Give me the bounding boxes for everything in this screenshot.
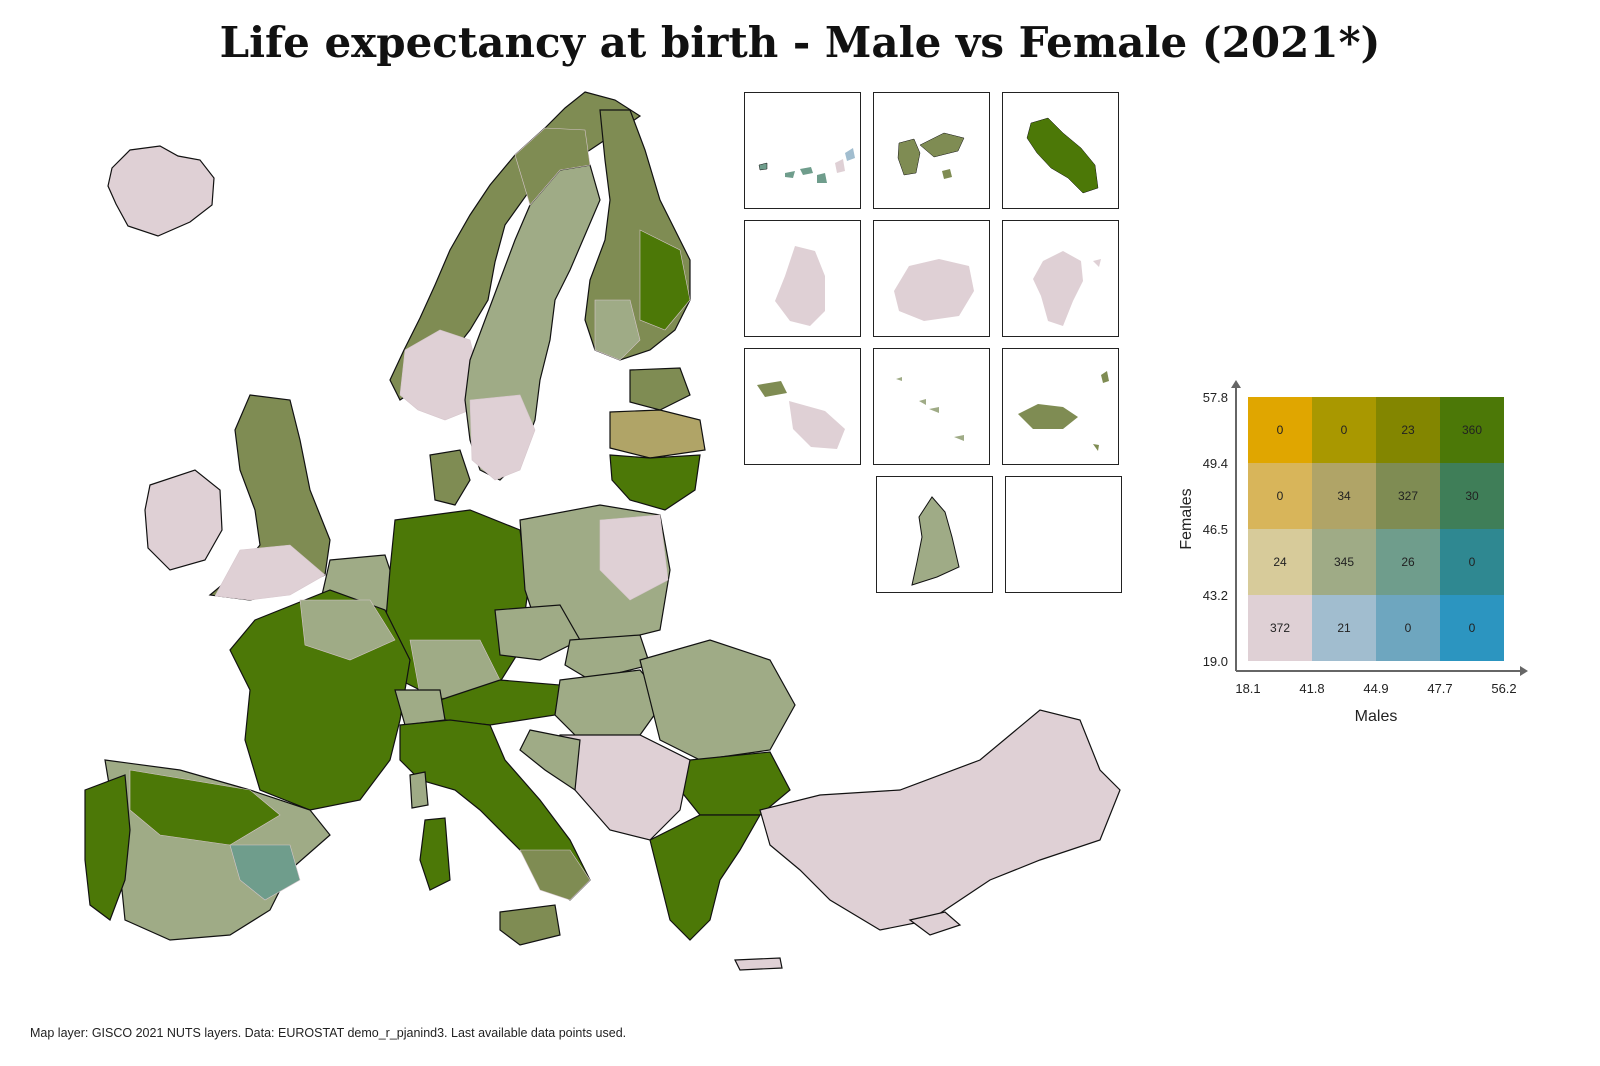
legend-y-title: Females bbox=[1180, 488, 1195, 549]
legend-cell bbox=[1312, 397, 1376, 463]
inset-madeira bbox=[1002, 348, 1119, 465]
legend-cell-count: 24 bbox=[1273, 555, 1287, 569]
legend-cell-count: 0 bbox=[1341, 423, 1348, 437]
legend-x-arrow bbox=[1520, 666, 1528, 676]
legend-cell-count: 26 bbox=[1401, 555, 1415, 569]
legend-x-tick: 18.1 bbox=[1235, 681, 1260, 696]
legend-cell bbox=[1312, 463, 1376, 529]
caption: Map layer: GISCO 2021 NUTS layers. Data:… bbox=[30, 1026, 627, 1040]
legend-cell bbox=[1376, 529, 1440, 595]
legend-cell bbox=[1376, 595, 1440, 661]
region-croatia bbox=[519, 729, 581, 792]
legend-cell bbox=[1440, 397, 1504, 463]
region-finland-south bbox=[594, 299, 641, 361]
legend-cell bbox=[1376, 397, 1440, 463]
region-estonia bbox=[629, 367, 691, 411]
inset-guadeloupe bbox=[873, 92, 990, 209]
inset-reunion bbox=[873, 220, 990, 337]
region-latvia bbox=[609, 409, 706, 459]
legend-cell-count: 21 bbox=[1337, 621, 1351, 635]
region-corsica bbox=[409, 771, 429, 809]
legend-y-tick: 49.4 bbox=[1203, 456, 1228, 471]
region-ireland bbox=[144, 469, 223, 571]
legend-cell-count: 372 bbox=[1270, 621, 1290, 635]
legend-cell bbox=[1248, 595, 1312, 661]
legend-cell-count: 327 bbox=[1398, 489, 1418, 503]
inset-martinique bbox=[1002, 92, 1119, 209]
inset-malta bbox=[744, 348, 861, 465]
region-finland-east bbox=[639, 229, 691, 331]
legend-cell bbox=[1440, 463, 1504, 529]
inset-canary-islands bbox=[744, 92, 861, 209]
region-greece bbox=[649, 814, 762, 941]
legend-cell-count: 0 bbox=[1277, 489, 1284, 503]
region-france-north bbox=[299, 599, 396, 661]
region-czechia bbox=[494, 604, 581, 661]
legend-cell bbox=[1376, 463, 1440, 529]
legend-cell bbox=[1248, 397, 1312, 463]
region-sweden-south bbox=[469, 394, 536, 481]
region-great-britain-south bbox=[214, 544, 326, 601]
legend-cell-count: 345 bbox=[1334, 555, 1354, 569]
region-iceland bbox=[107, 145, 215, 237]
legend-y-tick: 57.8 bbox=[1203, 390, 1228, 405]
region-bulgaria bbox=[679, 751, 791, 816]
legend-cell-count: 0 bbox=[1405, 621, 1412, 635]
region-sicily bbox=[499, 904, 561, 946]
legend-cell bbox=[1440, 595, 1504, 661]
region-cyprus bbox=[908, 911, 962, 936]
legend-cell bbox=[1440, 529, 1504, 595]
legend-y-tick: 46.5 bbox=[1203, 522, 1228, 537]
bivariate-legend: 0 0 23 360 0 34 327 30 24 345 26 0 372 21 0 0 57.8 49.4 46… bbox=[1180, 380, 1528, 725]
legend-cell-count: 30 bbox=[1465, 489, 1479, 503]
region-italy-south bbox=[519, 849, 591, 901]
legend-x-tick: 41.8 bbox=[1299, 681, 1324, 696]
legend-cell-count: 34 bbox=[1337, 489, 1351, 503]
inset-azores bbox=[873, 348, 990, 465]
legend-cell-count: 0 bbox=[1469, 555, 1476, 569]
region-crete bbox=[734, 957, 783, 971]
region-romania bbox=[639, 639, 796, 761]
legend-cell bbox=[1312, 595, 1376, 661]
legend-cell-count: 23 bbox=[1401, 423, 1415, 437]
legend-cell bbox=[1248, 529, 1312, 595]
inset-french-guiana bbox=[744, 220, 861, 337]
legend-cell-count: 0 bbox=[1277, 423, 1284, 437]
region-denmark bbox=[429, 449, 471, 506]
legend-x-tick: 47.7 bbox=[1427, 681, 1452, 696]
legend-cell-count: 360 bbox=[1462, 423, 1482, 437]
inset-mayotte bbox=[1002, 220, 1119, 337]
legend-x-tick: 44.9 bbox=[1363, 681, 1388, 696]
legend-y-arrow bbox=[1231, 380, 1241, 388]
legend-cell bbox=[1248, 463, 1312, 529]
inset-liechtenstein bbox=[876, 476, 993, 593]
legend-cell-count: 0 bbox=[1469, 621, 1476, 635]
legend-y-tick: 19.0 bbox=[1203, 654, 1228, 669]
region-lithuania bbox=[609, 454, 701, 511]
region-portugal bbox=[84, 774, 131, 921]
map-title: Life expectancy at birth - Male vs Femal… bbox=[219, 18, 1381, 67]
region-switzerland bbox=[394, 689, 446, 726]
region-sardinia bbox=[419, 817, 451, 891]
legend-y-tick: 43.2 bbox=[1203, 588, 1228, 603]
legend-cell bbox=[1312, 529, 1376, 595]
region-poland-east bbox=[599, 514, 669, 601]
inset-empty bbox=[1005, 476, 1122, 593]
region-spain-east bbox=[229, 844, 301, 901]
legend-x-tick: 56.2 bbox=[1491, 681, 1516, 696]
region-turkey bbox=[759, 709, 1121, 931]
legend-x-title: Males bbox=[1355, 708, 1398, 725]
region-sweden-north bbox=[514, 127, 591, 206]
